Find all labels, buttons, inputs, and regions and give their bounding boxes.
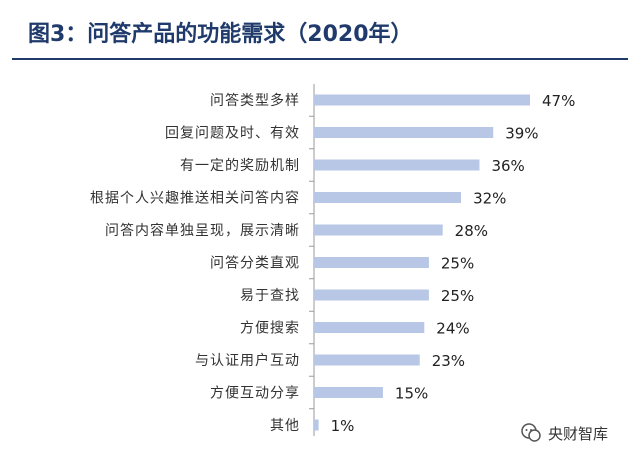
category-label: 方便互动分享 xyxy=(210,385,300,402)
category-label: 根据个人兴趣推送相关问答内容 xyxy=(90,190,300,207)
data-label: 15% xyxy=(395,385,428,403)
chart-title: 图3：问答产品的功能需求（2020年） xyxy=(28,22,413,47)
data-label: 25% xyxy=(441,255,474,273)
bar xyxy=(314,127,494,138)
category-label: 问答内容单独呈现，展示清晰 xyxy=(105,222,300,239)
bar xyxy=(314,387,383,398)
data-label: 39% xyxy=(505,125,538,143)
data-label: 25% xyxy=(441,287,474,305)
bar xyxy=(314,159,480,171)
category-label: 问答分类直观 xyxy=(210,255,300,272)
title-divider xyxy=(12,58,628,60)
bar xyxy=(314,354,420,366)
category-label: 有一定的奖励机制 xyxy=(180,157,300,174)
category-label: 问答类型多样 xyxy=(210,92,300,109)
watermark-text: 央财智库 xyxy=(548,424,609,443)
category-label: 与认证用户互动 xyxy=(195,352,300,369)
watermark: 央财智库 xyxy=(520,420,608,446)
bar xyxy=(314,192,462,203)
bar xyxy=(314,289,429,301)
category-label: 其他 xyxy=(270,418,300,434)
data-label: 32% xyxy=(473,190,506,208)
data-label: 24% xyxy=(436,320,469,338)
category-label: 回复问题及时、有效 xyxy=(165,125,300,142)
bar xyxy=(314,224,443,236)
category-label: 方便搜索 xyxy=(240,320,300,337)
category-label: 易于查找 xyxy=(240,288,300,304)
title-bar: 图3：问答产品的功能需求（2020年） xyxy=(0,0,640,64)
data-label: 1% xyxy=(331,417,355,435)
data-label: 36% xyxy=(491,157,524,175)
bar xyxy=(314,94,530,106)
bar xyxy=(314,257,429,268)
bar xyxy=(314,419,319,431)
data-label: 23% xyxy=(432,352,465,370)
data-label: 47% xyxy=(542,92,575,110)
wechat-icon xyxy=(521,423,541,442)
bar xyxy=(314,322,425,333)
data-label: 28% xyxy=(455,222,488,240)
